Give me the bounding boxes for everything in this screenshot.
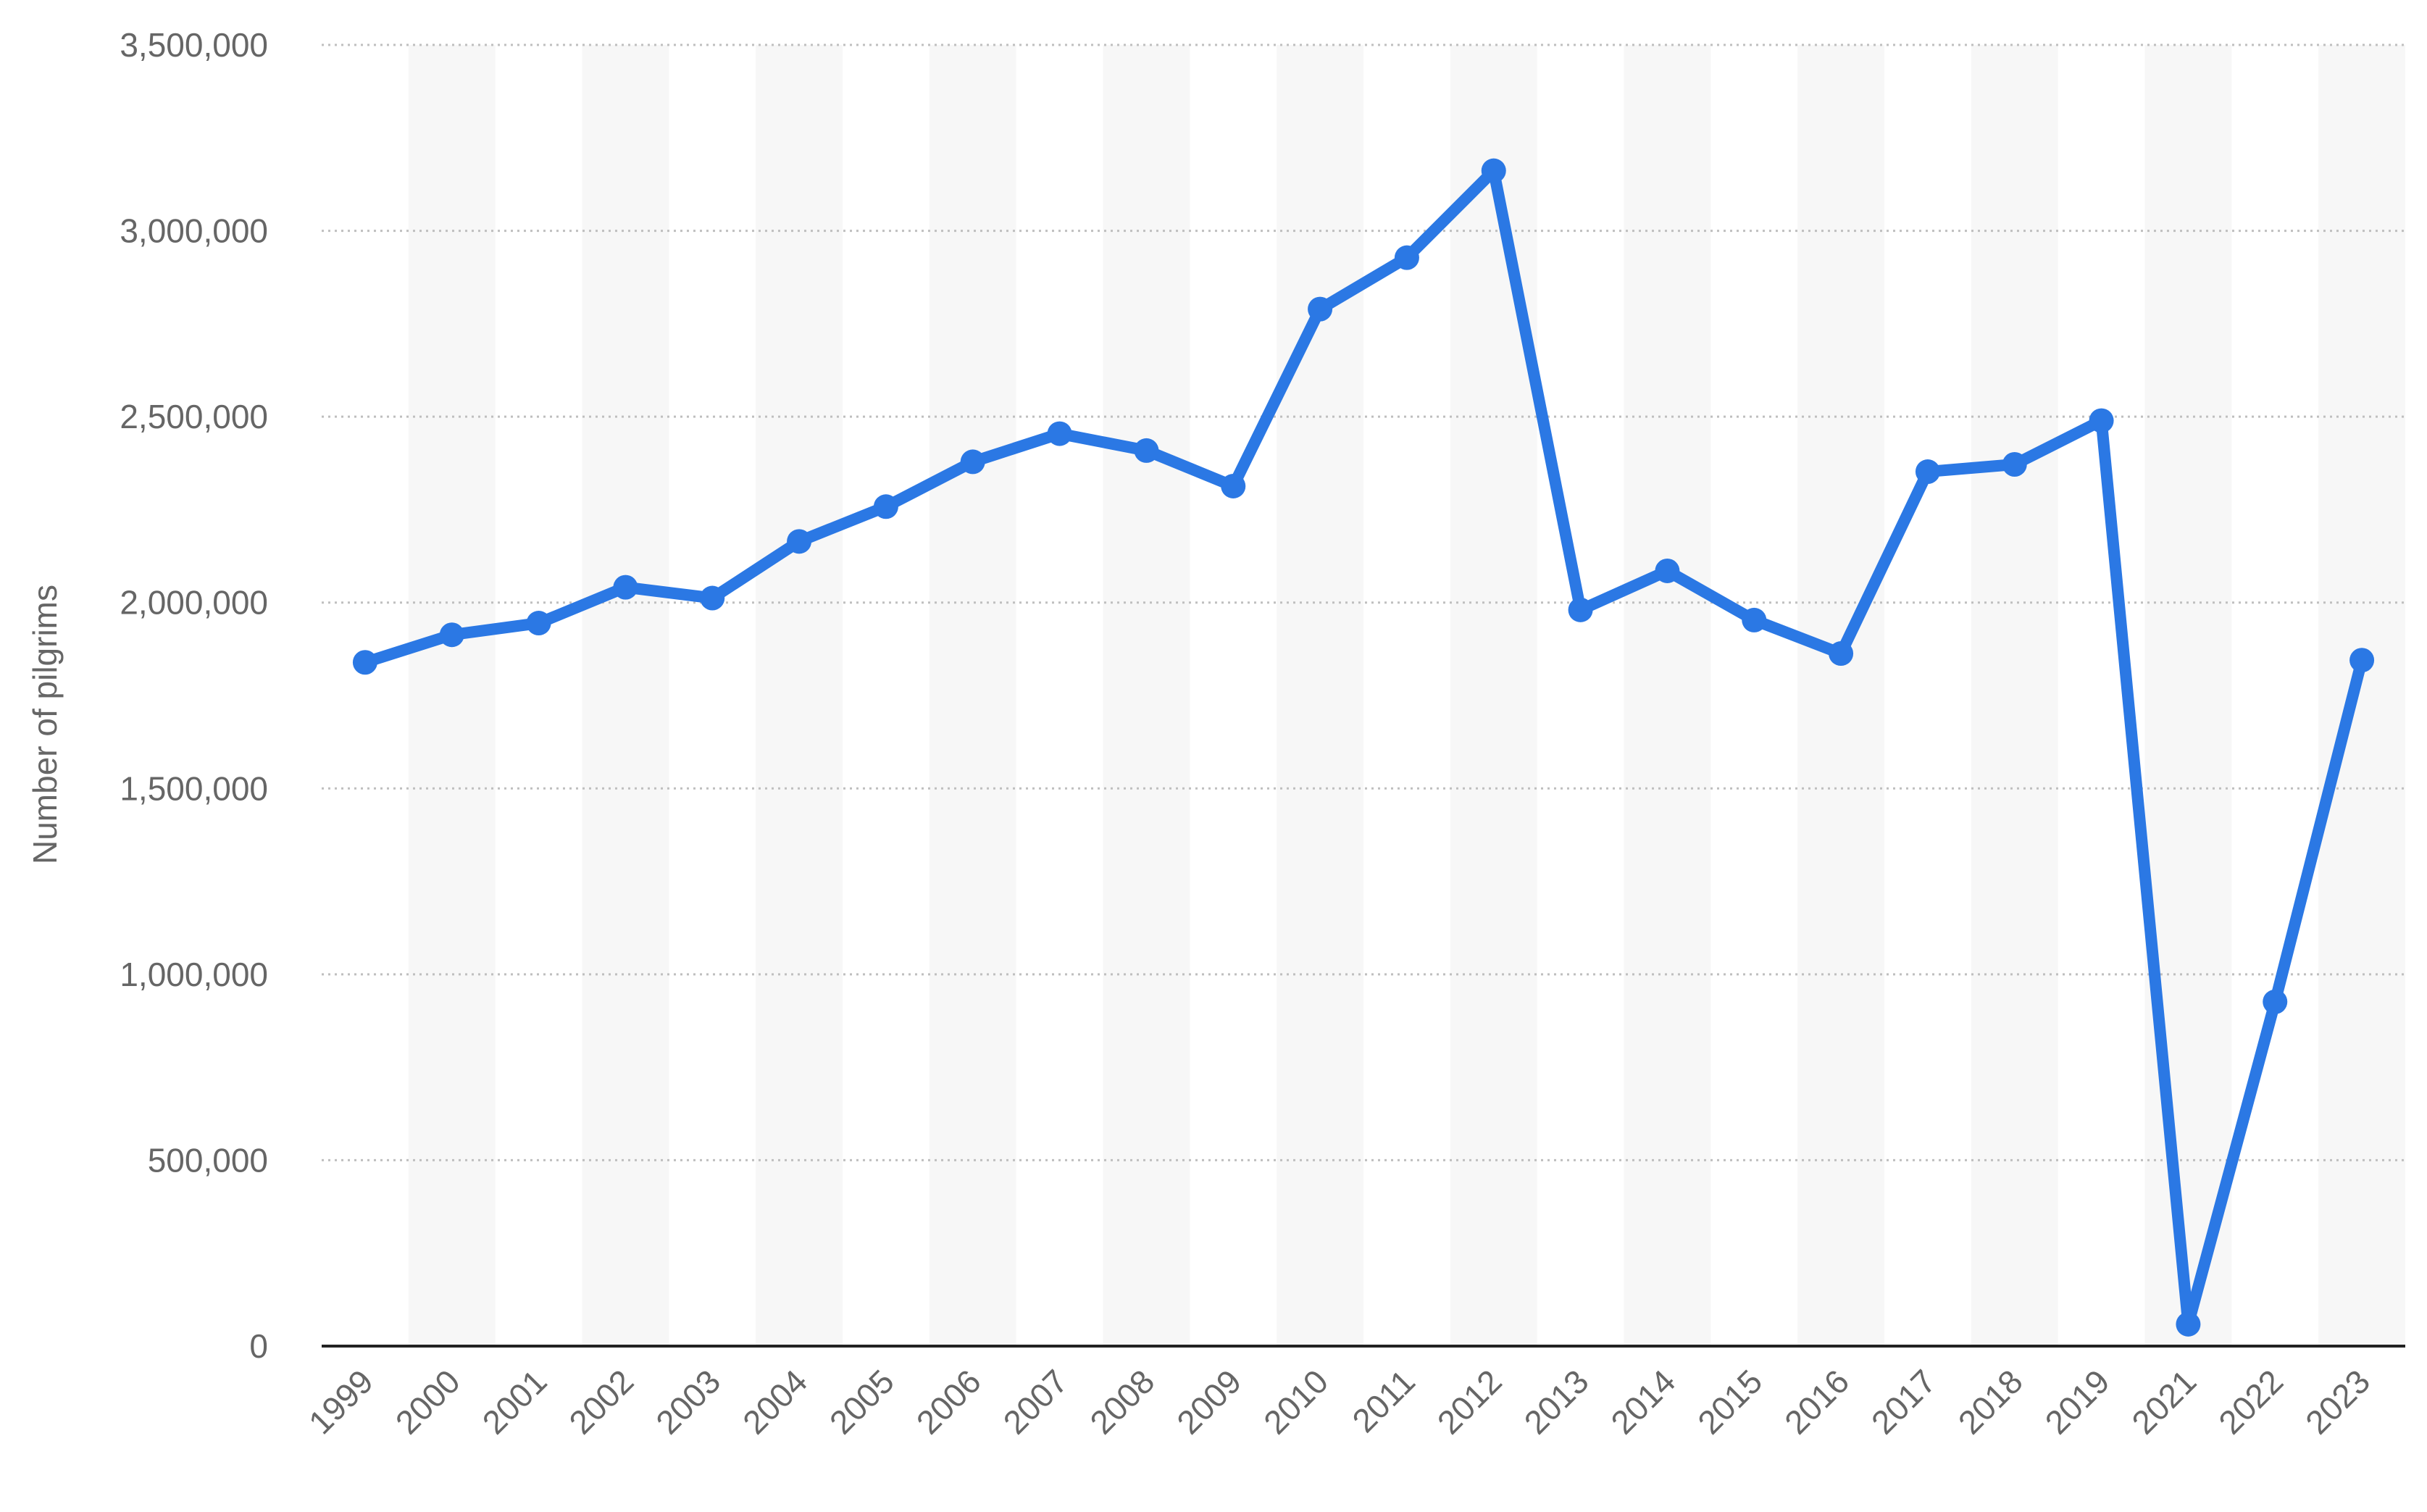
- x-tick-label: 2021: [2124, 1362, 2203, 1441]
- column-band: [929, 45, 1016, 1346]
- x-tick-label: 2023: [2298, 1362, 2377, 1441]
- column-band: [582, 45, 669, 1346]
- y-tick-label: 2,500,000: [120, 398, 268, 435]
- data-point[interactable]: [700, 585, 725, 611]
- x-tick-label: 2001: [475, 1362, 554, 1441]
- data-point[interactable]: [787, 529, 812, 554]
- column-band: [1797, 45, 1884, 1346]
- y-tick-label: 500,000: [148, 1141, 268, 1179]
- x-tick-label: 2013: [1517, 1362, 1596, 1441]
- x-tick-label: 2004: [735, 1362, 814, 1441]
- x-tick-label: 2015: [1690, 1362, 1769, 1441]
- column-band: [2318, 45, 2405, 1346]
- y-tick-label: 3,500,000: [120, 26, 268, 64]
- data-point[interactable]: [1394, 245, 1419, 270]
- y-axis-ticks: 0 500,000 1,000,000 1,500,000 2,000,000 2,500…: [120, 26, 268, 1365]
- data-point[interactable]: [1221, 473, 1246, 498]
- x-tick-label: 2007: [996, 1362, 1075, 1441]
- data-point[interactable]: [1134, 438, 1159, 463]
- y-axis-label: Number of pilgrims: [26, 585, 64, 864]
- data-point[interactable]: [1655, 558, 1680, 583]
- data-point[interactable]: [439, 622, 464, 648]
- data-point[interactable]: [1308, 296, 1333, 322]
- x-tick-label: 2016: [1777, 1362, 1856, 1441]
- x-tick-label: 2012: [1430, 1362, 1509, 1441]
- x-tick-label: 2022: [2211, 1362, 2290, 1441]
- data-point[interactable]: [1915, 459, 1940, 485]
- column-band: [1971, 45, 2058, 1346]
- column-band: [408, 45, 496, 1346]
- data-point[interactable]: [352, 650, 377, 675]
- x-tick-label: 2006: [909, 1362, 988, 1441]
- data-point[interactable]: [1481, 158, 1506, 183]
- y-tick-label: 0: [249, 1327, 268, 1365]
- y-tick-label: 3,000,000: [120, 212, 268, 250]
- x-tick-label: 2011: [1345, 1362, 1422, 1440]
- data-point[interactable]: [1742, 607, 1767, 632]
- x-tick-label: 1999: [301, 1362, 380, 1441]
- x-tick-label: 2002: [561, 1362, 640, 1441]
- x-tick-label: 2000: [388, 1362, 467, 1441]
- data-point[interactable]: [613, 575, 638, 600]
- data-point[interactable]: [2349, 648, 2375, 673]
- x-tick-label: 2003: [648, 1362, 727, 1441]
- y-tick-label: 2,000,000: [120, 584, 268, 622]
- x-tick-label: 2018: [1951, 1362, 2030, 1441]
- x-tick-label: 2014: [1603, 1362, 1682, 1441]
- x-tick-label: 2005: [822, 1362, 901, 1441]
- data-point[interactable]: [526, 611, 551, 636]
- column-band: [756, 45, 843, 1346]
- y-tick-label: 1,500,000: [120, 769, 268, 807]
- column-bands: [408, 45, 2405, 1346]
- column-band: [1624, 45, 1711, 1346]
- data-point[interactable]: [2089, 408, 2114, 433]
- data-point[interactable]: [2263, 989, 2288, 1014]
- x-tick-label: 2017: [1864, 1362, 1943, 1441]
- x-axis-ticks: 1999 2000 2001 2002 2003 2004 2005 2006 2007 2008…: [301, 1362, 2377, 1441]
- data-point[interactable]: [960, 449, 985, 475]
- data-point[interactable]: [873, 494, 898, 519]
- column-band: [2144, 45, 2232, 1346]
- series-layer: [352, 158, 2375, 1337]
- x-tick-label: 2010: [1256, 1362, 1335, 1441]
- x-tick-label: 2009: [1169, 1362, 1248, 1441]
- gridlines: [322, 43, 2405, 1161]
- column-band: [1103, 45, 1190, 1346]
- column-band: [1277, 45, 1363, 1346]
- data-point[interactable]: [2176, 1311, 2201, 1337]
- data-point[interactable]: [1047, 421, 1072, 446]
- series-line: [359, 164, 2368, 1330]
- data-point[interactable]: [1829, 641, 1854, 667]
- data-point[interactable]: [1568, 597, 1593, 622]
- x-tick-label: 2008: [1082, 1362, 1161, 1441]
- column-band: [1450, 45, 1537, 1346]
- y-tick-label: 1,000,000: [120, 956, 268, 993]
- data-point[interactable]: [2002, 451, 2027, 477]
- x-tick-label: 2019: [2038, 1362, 2117, 1441]
